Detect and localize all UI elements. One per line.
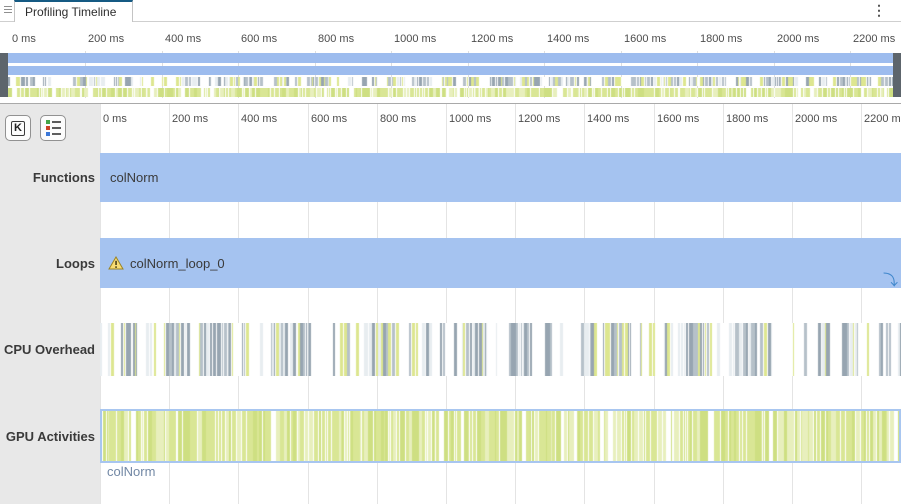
axis-gridline — [308, 104, 309, 504]
legend-button[interactable] — [40, 115, 66, 141]
axis-tick-label: 400 ms — [241, 113, 278, 125]
overview-brush-handle-right[interactable] — [893, 53, 901, 97]
row-label-functions: Functions — [32, 170, 95, 185]
axis-tick-label: 1000 ms — [394, 33, 437, 45]
axis-tick-label: 1800 ms — [726, 113, 769, 125]
axis-tick-label: 600 ms — [311, 113, 348, 125]
loops-bar-label: colNorm_loop_0 — [130, 255, 225, 271]
axis-gridline — [861, 104, 862, 504]
axis-tick-label: 200 ms — [88, 33, 125, 45]
timeline-main: 0 ms 200 ms 400 ms 600 ms 800 ms 1000 ms 1200 … — [0, 104, 901, 504]
kernel-icon: K — [11, 120, 25, 136]
row-label-cpu-overhead: CPU Overhead — [3, 342, 95, 357]
axis-tick-label: 0 ms — [12, 33, 36, 45]
axis-gridline — [515, 104, 516, 504]
row-header-sidebar: K Functions Loops CPU Overhead GPU Activ… — [0, 104, 100, 504]
kebab-menu-icon[interactable]: ⋮ — [872, 2, 886, 18]
gpu-activities-track[interactable] — [100, 409, 901, 463]
axis-tick-label: 400 ms — [165, 33, 202, 45]
axis-gridline — [100, 104, 101, 504]
overview-brush-handle-left[interactable] — [0, 53, 8, 97]
functions-bar-label: colNorm — [110, 170, 159, 185]
axis-tick-label: 800 ms — [318, 33, 355, 45]
axis-tick-label: 2000 ms — [777, 33, 820, 45]
menu-icon[interactable] — [4, 6, 12, 15]
loops-bar-colnorm-loop-0[interactable]: colNorm_loop_0 ⤵ — [100, 238, 901, 289]
axis-tick-label: 600 ms — [241, 33, 278, 45]
axis-tick-label: 1600 ms — [624, 33, 667, 45]
axis-gridline — [584, 104, 585, 504]
axis-tick-label: 2200 ms — [853, 33, 896, 45]
tab-bar: Profiling Timeline ⋮ — [0, 0, 901, 22]
axis-tick-label: 200 ms — [172, 113, 209, 125]
panel-divider — [0, 103, 901, 104]
axis-tick-label: 2000 ms — [795, 113, 838, 125]
axis-tick-label: 1000 ms — [449, 113, 492, 125]
jump-arrow-icon[interactable]: ⤵ — [882, 272, 898, 289]
tab-profiling-timeline[interactable]: Profiling Timeline — [14, 0, 133, 22]
cpu-overhead-track[interactable] — [100, 323, 901, 376]
gpu-caption-colnorm: colNorm — [107, 464, 156, 479]
overview-loops-track[interactable] — [8, 66, 893, 75]
axis-gridline — [169, 104, 170, 504]
axis-tick-label: 0 ms — [103, 113, 127, 125]
overview-functions-track[interactable] — [8, 53, 893, 63]
row-label-gpu-activities: GPU Activities — [5, 428, 95, 444]
tab-bar-divider — [0, 21, 901, 22]
axis-gridline — [446, 104, 447, 504]
overview-gpu-track[interactable] — [8, 88, 893, 97]
functions-bar-colnorm[interactable]: colNorm — [100, 153, 901, 202]
overview-cpu-track[interactable] — [8, 77, 893, 86]
kernel-filter-button[interactable]: K — [5, 115, 31, 141]
axis-tick-label: 1200 ms — [518, 113, 561, 125]
axis-tick-label: 1600 ms — [657, 113, 700, 125]
axis-tick-label: 1400 ms — [547, 33, 590, 45]
axis-tick-label: 800 ms — [380, 113, 417, 125]
axis-gridline — [654, 104, 655, 504]
warning-icon — [108, 256, 124, 270]
axis-tick-label: 1800 ms — [700, 33, 743, 45]
axis-gridline — [238, 104, 239, 504]
tab-title: Profiling Timeline — [25, 5, 117, 19]
axis-gridline — [377, 104, 378, 504]
timeline-overview: 0 ms 200 ms 400 ms 600 ms 800 ms 1000 ms 1200 … — [0, 22, 901, 104]
legend-icon — [45, 120, 61, 136]
axis-tick-label: 1200 ms — [471, 33, 514, 45]
axis-tick-label: 1400 ms — [587, 113, 630, 125]
row-label-loops: Loops — [56, 255, 95, 271]
axis-tick-label: 2200 ms — [864, 113, 901, 125]
axis-gridline — [792, 104, 793, 504]
axis-gridline — [723, 104, 724, 504]
